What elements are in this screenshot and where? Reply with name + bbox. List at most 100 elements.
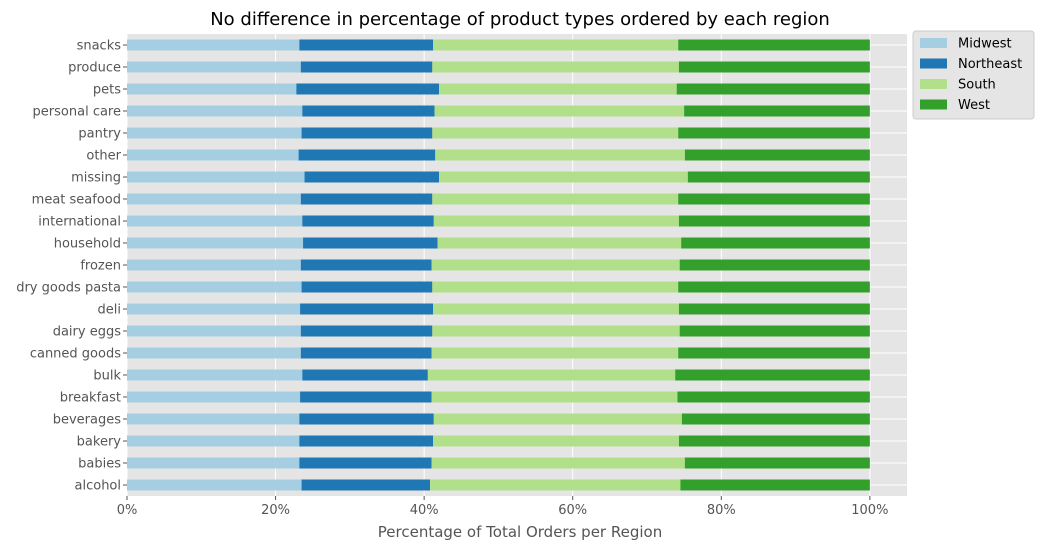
bar-midwest-beverages — [127, 413, 300, 425]
legend-swatch-west — [920, 99, 947, 110]
y-tick-label: snacks — [77, 39, 122, 54]
y-tick-label: dry goods pasta — [16, 281, 121, 296]
x-tick-label: 60% — [558, 503, 587, 518]
bar-midwest-dry-goods-pasta — [127, 281, 302, 293]
x-axis-label: Percentage of Total Orders per Region — [378, 523, 662, 541]
legend-label-south: South — [958, 78, 996, 93]
y-tick-label: dairy eggs — [53, 325, 122, 340]
x-tick-label: 100% — [851, 503, 888, 518]
bar-west-produce — [678, 61, 870, 73]
bar-west-snacks — [678, 39, 870, 51]
bar-northeast-meat-seafood — [300, 193, 433, 205]
bar-northeast-other — [298, 149, 436, 161]
y-tick-label: international — [38, 215, 121, 230]
bar-midwest-frozen — [127, 259, 301, 271]
bar-south-canned-goods — [431, 347, 679, 359]
bar-midwest-babies — [127, 457, 300, 469]
y-tick-label: canned goods — [30, 347, 121, 362]
bar-northeast-bulk — [302, 369, 428, 381]
bar-south-bulk — [427, 369, 676, 381]
bar-south-missing — [439, 171, 688, 183]
y-tick-label: breakfast — [60, 391, 121, 406]
y-tick-label: beverages — [53, 413, 122, 428]
bar-west-beverages — [681, 413, 870, 425]
x-tick-label: 40% — [410, 503, 439, 518]
bar-west-pets — [676, 83, 870, 95]
bar-northeast-household — [303, 237, 438, 249]
bar-northeast-deli — [300, 303, 434, 315]
bar-northeast-dry-goods-pasta — [301, 281, 433, 293]
bar-south-household — [437, 237, 682, 249]
chart-title: No difference in percentage of product t… — [210, 9, 830, 30]
y-tick-label: missing — [71, 171, 121, 186]
x-tick-label: 20% — [261, 503, 290, 518]
bar-midwest-canned-goods — [127, 347, 301, 359]
bar-south-personal-care — [434, 105, 685, 117]
bar-midwest-snacks — [127, 39, 300, 51]
y-tick-label: bakery — [77, 435, 122, 450]
bar-midwest-household — [127, 237, 304, 249]
bar-midwest-personal-care — [127, 105, 303, 117]
y-tick-label: other — [86, 149, 121, 164]
bar-midwest-meat-seafood — [127, 193, 301, 205]
bar-south-alcohol — [430, 479, 681, 491]
bar-midwest-deli — [127, 303, 301, 315]
bar-south-breakfast — [431, 391, 678, 403]
y-tick-label: bulk — [93, 369, 121, 384]
x-tick-labels: 0% 20% 40% 60% 80% 100% — [117, 496, 888, 518]
bar-midwest-missing — [127, 171, 305, 183]
bar-west-meat-seafood — [678, 193, 870, 205]
bar-south-babies — [431, 457, 685, 469]
legend-label-midwest: Midwest — [958, 37, 1012, 52]
y-tick-label: babies — [78, 457, 121, 472]
bar-west-babies — [684, 457, 870, 469]
bar-south-international — [433, 215, 679, 227]
bar-midwest-dairy-eggs — [127, 325, 301, 337]
bar-west-bulk — [675, 369, 870, 381]
bar-northeast-snacks — [299, 39, 434, 51]
bar-south-pantry — [432, 127, 679, 139]
y-tick-label: pets — [93, 83, 121, 98]
bar-northeast-babies — [299, 457, 432, 469]
bar-south-other — [435, 149, 685, 161]
bar-west-dairy-eggs — [679, 325, 870, 337]
bar-west-international — [678, 215, 870, 227]
bar-northeast-alcohol — [301, 479, 431, 491]
bar-west-pantry — [678, 127, 870, 139]
bar-west-personal-care — [684, 105, 870, 117]
bar-west-bakery — [678, 435, 870, 447]
bar-west-frozen — [679, 259, 870, 271]
bar-west-dry-goods-pasta — [678, 281, 870, 293]
bar-midwest-bulk — [127, 369, 303, 381]
legend: Midwest Northeast South West — [912, 30, 1035, 120]
bar-northeast-missing — [304, 171, 439, 183]
x-tick-label: 80% — [707, 503, 736, 518]
bar-south-pets — [439, 83, 677, 95]
bar-northeast-beverages — [299, 413, 434, 425]
bar-south-meat-seafood — [432, 193, 679, 205]
bar-west-breakfast — [677, 391, 870, 403]
legend-label-west: West — [958, 98, 990, 113]
bar-west-deli — [678, 303, 870, 315]
bar-midwest-other — [127, 149, 299, 161]
bar-northeast-pets — [296, 83, 439, 95]
y-tick-label: meat seafood — [32, 193, 121, 208]
bar-midwest-pets — [127, 83, 297, 95]
legend-swatch-midwest — [920, 38, 947, 48]
bar-south-bakery — [433, 435, 679, 447]
bar-west-canned-goods — [678, 347, 870, 359]
bar-midwest-bakery — [127, 435, 300, 447]
bar-northeast-personal-care — [302, 105, 435, 117]
legend-label-northeast: Northeast — [958, 57, 1022, 72]
y-tick-label: alcohol — [75, 479, 121, 494]
bar-west-household — [681, 237, 870, 249]
bar-south-dairy-eggs — [432, 325, 680, 337]
bars — [127, 39, 870, 491]
bar-northeast-bakery — [299, 435, 434, 447]
bar-west-alcohol — [680, 479, 870, 491]
y-tick-label: pantry — [78, 127, 121, 142]
bar-northeast-frozen — [300, 259, 432, 271]
bar-northeast-produce — [300, 61, 433, 73]
x-tick-label: 0% — [117, 503, 138, 518]
